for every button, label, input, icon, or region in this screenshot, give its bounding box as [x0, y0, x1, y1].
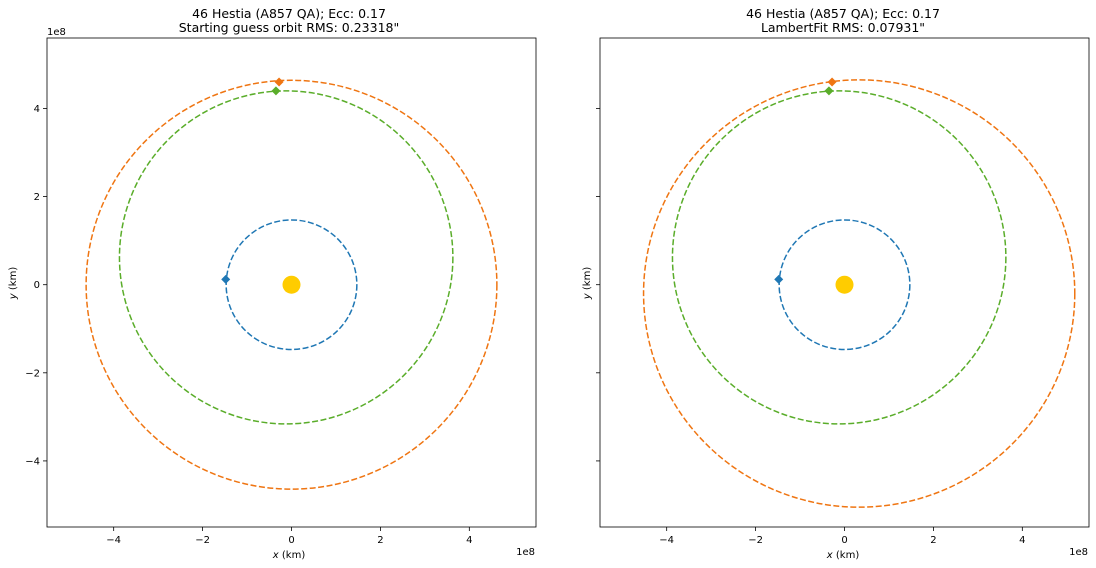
right-xtick-label: 2 — [930, 535, 936, 546]
left-plot-area — [85, 77, 498, 490]
left-subtitle: Starting guess orbit RMS: 0.23318" — [179, 20, 399, 35]
left-orbit-2 — [85, 79, 498, 490]
right-xlabel-unit: (km) — [833, 550, 860, 561]
left-xtick-label: 2 — [377, 535, 383, 546]
left-title: 46 Hestia (A857 QA); Ecc: 0.17 — [192, 6, 386, 21]
right-subtitle: LambertFit RMS: 0.07931" — [761, 20, 925, 35]
left-xlabel: x (km) — [272, 550, 306, 561]
right-orbit-marker-1 — [824, 86, 834, 96]
right-xtick-label: −4 — [659, 535, 674, 546]
right-xtick-label: 0 — [841, 535, 847, 546]
left-ytick-label: 0 — [34, 280, 40, 291]
right-orbit-2 — [642, 79, 1076, 508]
right-orbit-1 — [671, 90, 1007, 425]
left-xtick-label: −2 — [195, 535, 210, 546]
right-xlabel: x (km) — [826, 550, 860, 561]
right-orbit-marker-2 — [827, 77, 837, 87]
left-ylabel: y (km) — [8, 267, 19, 301]
right-ylabel: y (km) — [582, 267, 593, 301]
left-orbit-marker-1 — [271, 86, 281, 96]
left-y-offset-label: 1e8 — [47, 27, 66, 38]
left-ytick-label: 2 — [34, 192, 40, 203]
left-orbit-marker-0 — [221, 274, 231, 284]
left-ytick-label: −4 — [25, 456, 40, 467]
left-ytick-label: −2 — [25, 368, 40, 379]
left-x-offset-label: 1e8 — [516, 547, 535, 558]
left-xlabel-unit: (km) — [279, 550, 306, 561]
right-orbit-0 — [778, 219, 911, 351]
right-ylabel-unit: (km) — [582, 267, 593, 294]
left-xtick-label: 0 — [288, 535, 294, 546]
left-xlabel-var: x — [272, 550, 279, 561]
right-ylabel-var: y — [582, 292, 593, 300]
left-ylabel-var: y — [8, 292, 19, 300]
right-x-offset-label: 1e8 — [1069, 547, 1088, 558]
left-xtick-label: 4 — [466, 535, 472, 546]
right-xtick-label: 4 — [1019, 535, 1025, 546]
left-ytick-label: 4 — [34, 104, 40, 115]
left-orbit-marker-2 — [274, 77, 284, 87]
right-panel: 46 Hestia (A857 QA); Ecc: 0.17 LambertFi… — [582, 6, 1090, 561]
right-xtick-label: −2 — [748, 535, 763, 546]
left-sun — [282, 275, 301, 294]
right-plot-area — [642, 77, 1076, 508]
left-orbit-1 — [118, 90, 454, 425]
right-sun — [835, 275, 854, 294]
right-xlabel-var: x — [826, 550, 833, 561]
left-xtick-label: −4 — [106, 535, 121, 546]
left-ylabel-unit: (km) — [8, 267, 19, 294]
right-orbit-marker-0 — [774, 274, 784, 284]
right-title: 46 Hestia (A857 QA); Ecc: 0.17 — [746, 6, 940, 21]
left-orbit-0 — [225, 219, 358, 351]
left-panel: 46 Hestia (A857 QA); Ecc: 0.17 Starting … — [8, 6, 537, 561]
